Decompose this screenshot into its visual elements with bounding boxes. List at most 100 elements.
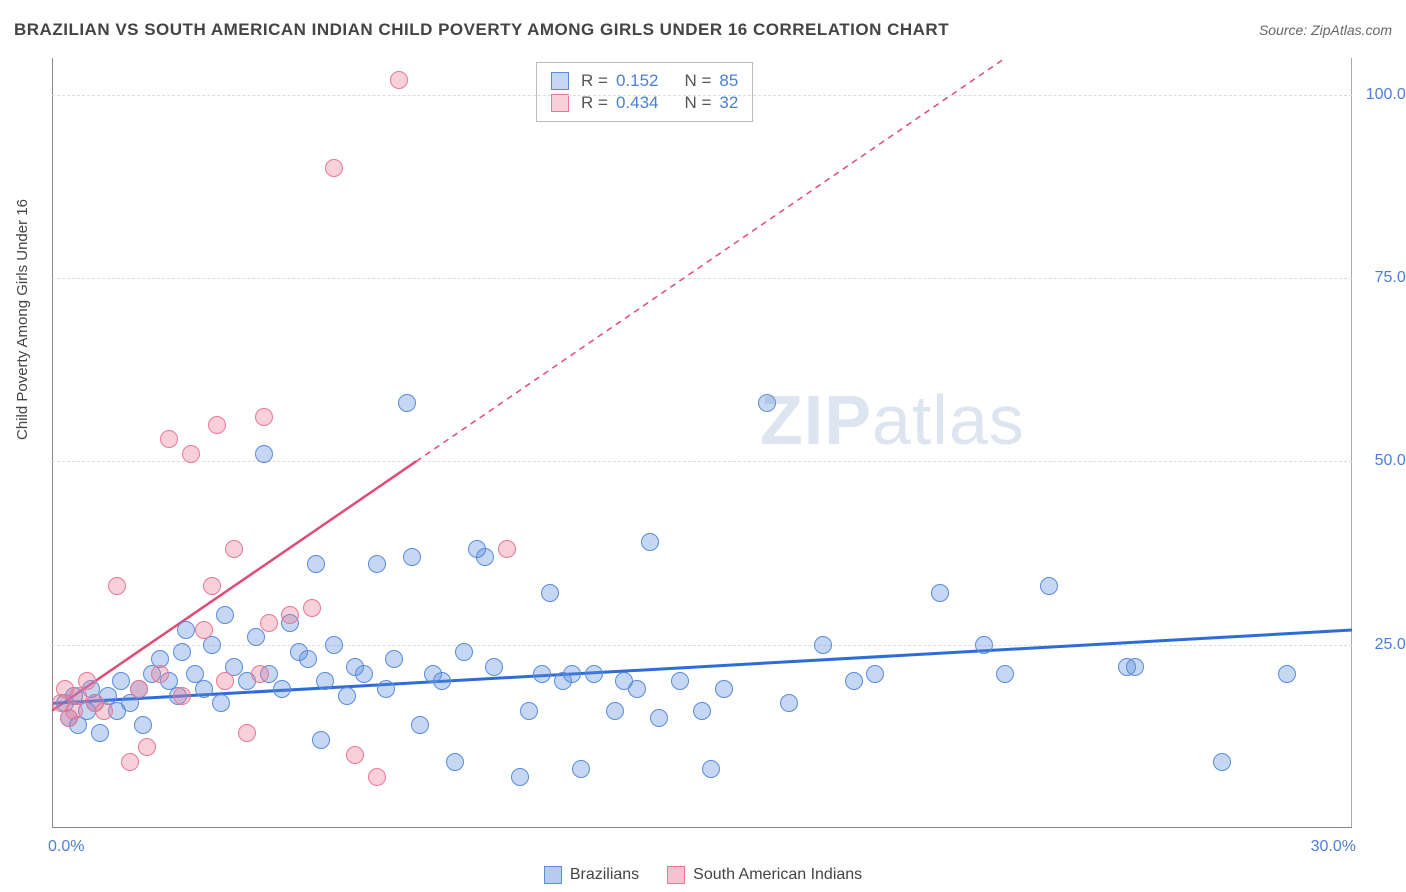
scatter-point bbox=[520, 702, 538, 720]
scatter-point bbox=[931, 584, 949, 602]
y-tick-label: 25.0% bbox=[1375, 636, 1406, 654]
scatter-point bbox=[411, 716, 429, 734]
scatter-point bbox=[303, 599, 321, 617]
r-label: R = bbox=[581, 93, 608, 113]
scatter-point bbox=[108, 577, 126, 595]
scatter-point bbox=[866, 665, 884, 683]
scatter-point bbox=[702, 760, 720, 778]
n-label: N = bbox=[684, 93, 711, 113]
n-label: N = bbox=[684, 71, 711, 91]
scatter-point bbox=[255, 445, 273, 463]
scatter-point bbox=[195, 680, 213, 698]
scatter-point bbox=[225, 540, 243, 558]
scatter-point bbox=[251, 665, 269, 683]
legend-label: Brazilians bbox=[570, 866, 639, 884]
scatter-point bbox=[121, 753, 139, 771]
x-axis-max-label: 30.0% bbox=[1311, 838, 1356, 856]
scatter-point bbox=[715, 680, 733, 698]
scatter-point bbox=[572, 760, 590, 778]
scatter-point bbox=[216, 606, 234, 624]
correlation-row: R = 0.152 N = 85 bbox=[551, 71, 738, 91]
scatter-point bbox=[1126, 658, 1144, 676]
scatter-point bbox=[312, 731, 330, 749]
scatter-point bbox=[1213, 753, 1231, 771]
n-value: 32 bbox=[719, 93, 738, 113]
correlation-legend: R = 0.152 N = 85 R = 0.434 N = 32 bbox=[536, 62, 753, 122]
scatter-point bbox=[138, 738, 156, 756]
scatter-point bbox=[533, 665, 551, 683]
scatter-point bbox=[338, 687, 356, 705]
legend-swatch-icon bbox=[544, 866, 562, 884]
scatter-point bbox=[260, 614, 278, 632]
legend-swatch-brazilians bbox=[551, 72, 569, 90]
y-tick-label: 50.0% bbox=[1375, 452, 1406, 470]
scatter-point bbox=[498, 540, 516, 558]
gridline bbox=[52, 95, 1352, 96]
scatter-point bbox=[385, 650, 403, 668]
scatter-point bbox=[780, 694, 798, 712]
scatter-point bbox=[307, 555, 325, 573]
legend-item-brazilians: Brazilians bbox=[544, 866, 639, 884]
scatter-point bbox=[255, 408, 273, 426]
legend-bottom: Brazilians South American Indians bbox=[0, 866, 1406, 884]
legend-label: South American Indians bbox=[693, 866, 862, 884]
scatter-point bbox=[585, 665, 603, 683]
watermark-light: atlas bbox=[872, 381, 1025, 459]
scatter-point bbox=[95, 702, 113, 720]
gridline bbox=[52, 461, 1352, 462]
scatter-point bbox=[212, 694, 230, 712]
scatter-point bbox=[446, 753, 464, 771]
scatter-point bbox=[641, 533, 659, 551]
scatter-point bbox=[182, 445, 200, 463]
x-axis-origin-label: 0.0% bbox=[48, 838, 84, 856]
scatter-point bbox=[693, 702, 711, 720]
r-value: 0.434 bbox=[616, 93, 659, 113]
y-axis-line-right bbox=[1351, 58, 1352, 828]
y-axis-label: Child Poverty Among Girls Under 16 bbox=[14, 199, 31, 440]
scatter-point bbox=[845, 672, 863, 690]
scatter-point bbox=[398, 394, 416, 412]
scatter-point bbox=[177, 621, 195, 639]
y-tick-label: 75.0% bbox=[1375, 269, 1406, 287]
scatter-point bbox=[628, 680, 646, 698]
scatter-point bbox=[433, 672, 451, 690]
gridline bbox=[52, 645, 1352, 646]
scatter-point bbox=[975, 636, 993, 654]
scatter-point bbox=[316, 672, 334, 690]
scatter-point bbox=[355, 665, 373, 683]
scatter-point bbox=[91, 724, 109, 742]
n-value: 85 bbox=[719, 71, 738, 91]
scatter-point bbox=[325, 159, 343, 177]
legend-item-sai: South American Indians bbox=[667, 866, 862, 884]
scatter-point bbox=[996, 665, 1014, 683]
legend-swatch-icon bbox=[667, 866, 685, 884]
scatter-point bbox=[216, 672, 234, 690]
scatter-point bbox=[476, 548, 494, 566]
scatter-point bbox=[606, 702, 624, 720]
scatter-point bbox=[325, 636, 343, 654]
scatter-point bbox=[403, 548, 421, 566]
scatter-point bbox=[511, 768, 529, 786]
scatter-point bbox=[455, 643, 473, 661]
scatter-point bbox=[1278, 665, 1296, 683]
chart-title: BRAZILIAN VS SOUTH AMERICAN INDIAN CHILD… bbox=[14, 20, 949, 40]
scatter-point bbox=[346, 746, 364, 764]
watermark-bold: ZIP bbox=[760, 381, 872, 459]
scatter-point bbox=[238, 724, 256, 742]
scatter-point bbox=[650, 709, 668, 727]
scatter-point bbox=[1040, 577, 1058, 595]
scatter-point bbox=[390, 71, 408, 89]
watermark: ZIPatlas bbox=[760, 380, 1025, 460]
scatter-point bbox=[814, 636, 832, 654]
gridline bbox=[52, 278, 1352, 279]
r-label: R = bbox=[581, 71, 608, 91]
scatter-point bbox=[247, 628, 265, 646]
scatter-point bbox=[485, 658, 503, 676]
y-axis-line bbox=[52, 58, 53, 828]
x-axis-line bbox=[52, 827, 1352, 828]
scatter-point bbox=[160, 430, 178, 448]
scatter-point bbox=[671, 672, 689, 690]
y-tick-label: 100.0% bbox=[1366, 86, 1406, 104]
scatter-point bbox=[299, 650, 317, 668]
chart-area: 0.0% 30.0% R = 0.152 N = 85 R = 0.434 N … bbox=[52, 58, 1352, 828]
